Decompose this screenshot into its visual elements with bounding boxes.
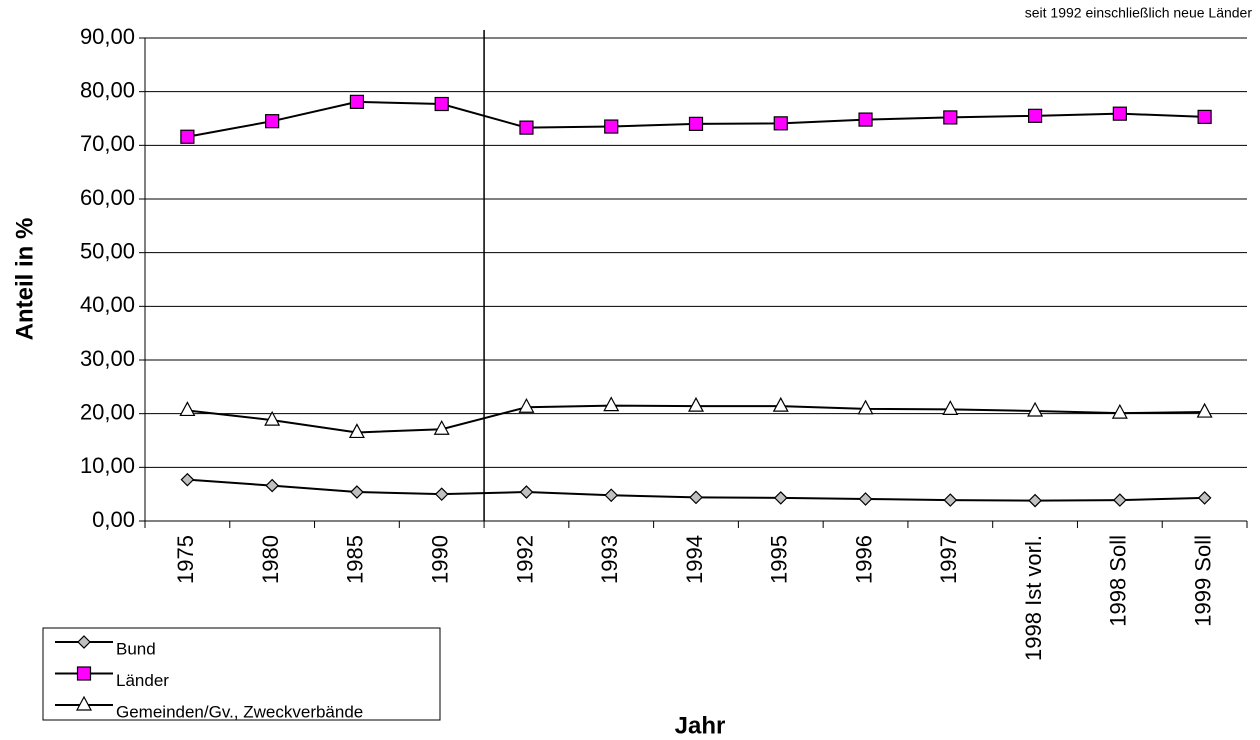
legend-label: Gemeinden/Gv., Zweckverbände — [116, 702, 363, 721]
marker — [264, 410, 281, 426]
marker — [603, 396, 620, 412]
marker — [75, 695, 93, 711]
y-tick-label: 90,00 — [80, 24, 135, 49]
marker — [858, 112, 873, 127]
marker — [943, 493, 958, 507]
marker — [604, 488, 619, 503]
marker — [1112, 106, 1127, 121]
marker — [180, 472, 195, 487]
y-tick-label: 80,00 — [80, 77, 135, 102]
x-axis-title: Jahr — [675, 712, 726, 739]
marker — [1197, 109, 1212, 124]
marker — [179, 401, 196, 417]
marker — [433, 419, 450, 435]
x-tick-label: 1985 — [343, 535, 368, 584]
marker — [1197, 491, 1212, 505]
marker — [77, 635, 91, 649]
marker — [857, 399, 874, 415]
x-tick-label: 1980 — [258, 535, 283, 584]
y-tick-label: 40,00 — [80, 292, 135, 317]
marker — [773, 491, 788, 505]
marker — [518, 397, 535, 413]
x-tick-label: 1998 Ist vorl. — [1021, 535, 1046, 661]
y-tick-label: 10,00 — [80, 453, 135, 478]
marker — [265, 478, 280, 493]
marker — [434, 487, 449, 502]
marker — [76, 666, 92, 681]
marker — [349, 94, 365, 109]
y-tick-label: 0,00 — [92, 507, 135, 532]
marker — [773, 116, 788, 131]
marker — [348, 423, 365, 439]
x-tick-label: 1975 — [173, 535, 198, 584]
marker — [1111, 403, 1128, 419]
marker — [1028, 493, 1042, 508]
y-tick-label: 30,00 — [80, 346, 135, 371]
marker — [1027, 108, 1043, 123]
marker — [858, 492, 873, 506]
marker — [604, 119, 619, 134]
x-tick-label: 1993 — [597, 535, 622, 584]
x-tick-label: 1996 — [851, 535, 876, 584]
marker — [689, 490, 703, 505]
x-tick-label: 1995 — [767, 535, 792, 584]
marker — [1027, 401, 1044, 417]
y-axis-title: Anteil in % — [11, 218, 38, 341]
x-tick-label: 1994 — [682, 535, 707, 584]
marker — [180, 129, 195, 144]
marker — [519, 120, 534, 135]
marker — [942, 400, 959, 415]
x-tick-label: 1997 — [936, 535, 961, 584]
marker — [1196, 402, 1213, 418]
marker — [943, 110, 958, 125]
marker — [772, 396, 789, 412]
marker — [519, 485, 534, 499]
marker — [687, 396, 705, 412]
marker — [265, 114, 280, 129]
marker — [434, 96, 449, 112]
x-tick-label: 1992 — [512, 535, 537, 584]
y-tick-label: 70,00 — [80, 131, 135, 156]
y-tick-label: 50,00 — [80, 238, 135, 263]
x-tick-label: 1999 Soll — [1190, 535, 1215, 627]
marker — [350, 485, 364, 499]
y-tick-label: 60,00 — [80, 185, 135, 210]
legend-label: Bund — [116, 639, 156, 658]
x-tick-label: 1990 — [428, 535, 453, 584]
y-tick-label: 20,00 — [80, 399, 135, 424]
marker — [688, 116, 704, 131]
annotation: seit 1992 einschließlich neue Länder — [1025, 5, 1253, 21]
x-tick-label: 1998 Soll — [1106, 535, 1131, 627]
marker — [1112, 493, 1127, 507]
legend-label: Länder — [116, 671, 169, 690]
